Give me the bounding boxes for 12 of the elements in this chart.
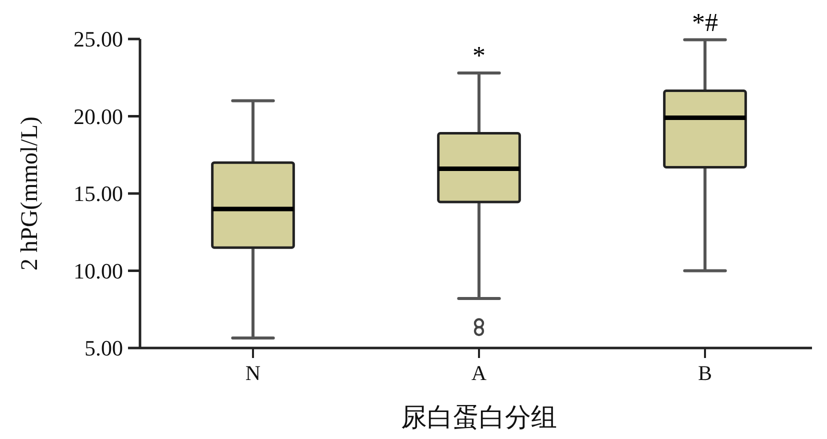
annotation: *# [692,8,718,37]
y-tick-label: 20.00 [74,104,123,129]
y-tick-label: 25.00 [74,26,123,52]
y-tick-label: 5.00 [84,336,123,360]
x-axis-title: 尿白蛋白分组 [401,403,557,432]
x-tick-label: A [471,361,488,385]
y-tick-label: 15.00 [74,181,123,206]
y-tick-label: 10.00 [74,258,123,284]
x-tick-label: B [698,361,712,385]
annotation: * [472,41,486,70]
y-axis-title: 2 hPG(mmol/L) [17,116,43,270]
x-tick-label: N [245,361,261,385]
